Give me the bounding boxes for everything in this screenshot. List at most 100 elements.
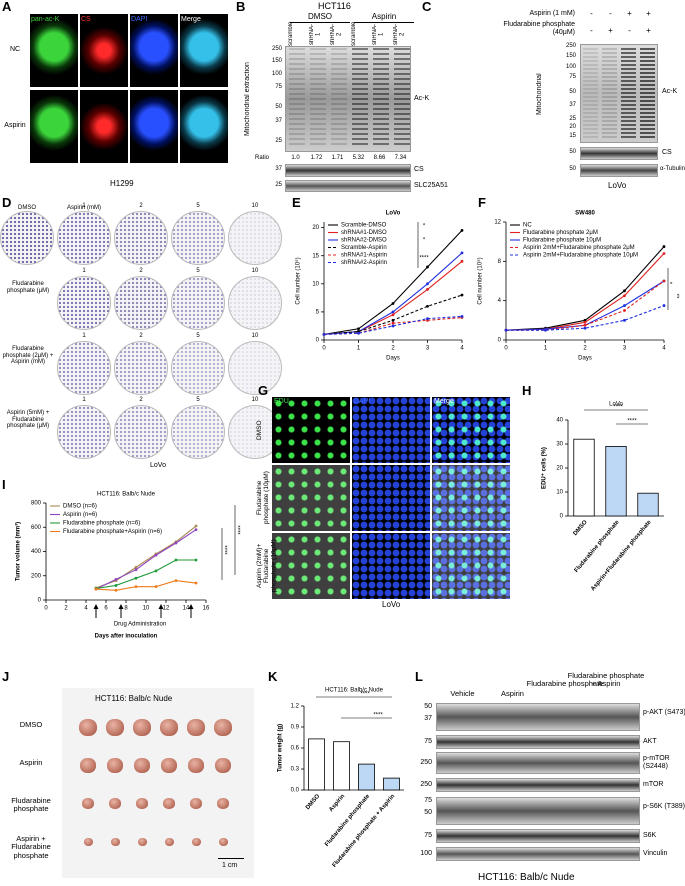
band-label: AKT — [643, 738, 657, 745]
x-tick-label: DMSO — [573, 519, 589, 537]
colony-plate — [114, 405, 168, 459]
legend-label: shRNA#1-DMSO — [341, 230, 387, 236]
stain-label: EDU — [274, 398, 289, 405]
sign: - — [609, 9, 612, 18]
significance: * — [671, 281, 677, 284]
band-label: p-mTOR (S2448) — [643, 755, 670, 770]
band-label: p-S6K (T389) — [643, 803, 685, 810]
micrograph — [272, 397, 350, 463]
legend-label: shRNA#2-Aspirin — [341, 260, 387, 266]
x-tick-label: 3 — [623, 346, 627, 352]
lane-smear — [640, 48, 655, 140]
band-label: mTOR — [643, 781, 664, 788]
blot — [436, 778, 640, 792]
x-axis-label: Days — [386, 356, 400, 362]
blot — [436, 735, 640, 749]
data-point — [194, 528, 198, 532]
data-point — [391, 302, 395, 305]
data-point — [623, 304, 626, 307]
sign: + — [608, 26, 613, 35]
y-axis-label: Cell number (10⁵) — [477, 257, 484, 304]
group-label: Aspirin — [354, 12, 414, 23]
x-tick-label: 8 — [124, 606, 128, 612]
blot — [285, 180, 411, 192]
mw-marker: 150 — [271, 58, 282, 64]
band-label: CS — [414, 166, 424, 173]
dose-label: 10 — [251, 268, 259, 274]
legend-label: shRNA#2-DMSO — [341, 238, 387, 244]
group-label: DMSO — [290, 12, 350, 23]
data-point — [583, 320, 587, 324]
data-point — [114, 588, 118, 592]
chart-title: HCT116: Balb/c Nude — [97, 492, 156, 498]
sign: - — [628, 26, 631, 35]
data-point — [623, 289, 626, 293]
mw-marker: 20 — [569, 124, 576, 130]
x-tick-label: Aspirin+Fludarabine phosphate — [590, 519, 653, 592]
tumor — [136, 798, 148, 810]
panel-label: K — [268, 669, 278, 684]
tumor — [164, 837, 174, 847]
colony-plate — [57, 341, 111, 395]
blot — [285, 164, 411, 177]
cell-line: LoVo — [382, 600, 401, 609]
micrograph — [272, 533, 350, 599]
data-point — [662, 304, 666, 307]
mw-marker: 37 — [275, 166, 282, 172]
mw-marker: 250 — [271, 46, 282, 52]
data-point — [154, 553, 158, 557]
micrograph — [30, 90, 78, 163]
y-axis-label: Cell number (10⁵) — [295, 257, 302, 304]
colony-plate — [228, 211, 282, 265]
data-point — [544, 328, 547, 332]
data-point — [322, 332, 326, 336]
series-line — [505, 253, 665, 331]
cell-line: LoVo — [150, 462, 166, 469]
mw-marker: 37 — [569, 102, 576, 108]
y-tick-label: 10 — [556, 490, 563, 496]
data-point — [134, 576, 138, 580]
legend-label: DMSO (n=6) — [63, 504, 97, 510]
row-label: Aspirin — [19, 758, 43, 767]
data-point — [426, 288, 429, 291]
x-tick-label: 2 — [583, 346, 587, 352]
lane-smear — [602, 48, 617, 140]
series-line — [95, 559, 196, 590]
tumor — [109, 798, 121, 810]
x-tick-label: 6 — [104, 606, 108, 612]
data-point — [194, 558, 198, 562]
x-tick-label: 0 — [322, 346, 326, 352]
series-line — [506, 305, 665, 331]
panel-label: L — [415, 669, 423, 684]
data-point — [94, 587, 98, 591]
band-label: S6K — [643, 832, 657, 839]
x-tick-label: 16 — [203, 606, 210, 612]
band-label: CS — [662, 149, 672, 156]
tumor — [218, 837, 228, 847]
mw-marker: 25 — [569, 116, 576, 122]
data-point — [357, 331, 360, 335]
data-point — [662, 252, 666, 255]
data-point — [154, 585, 158, 589]
stain-label: pan-ac-K — [31, 16, 60, 23]
data-point — [194, 524, 198, 528]
ratio-value: 1.0 — [291, 155, 300, 161]
data-point — [583, 318, 587, 322]
data-point — [460, 229, 464, 232]
dose-label: 5 — [196, 268, 200, 274]
data-point — [426, 317, 429, 321]
lane-smear — [331, 48, 347, 148]
data-point — [134, 568, 138, 572]
mw-marker: 50 — [424, 703, 432, 710]
bar — [383, 777, 400, 791]
panel-label: J — [2, 669, 10, 684]
significance: **** — [419, 256, 429, 262]
ratio-value: 1.71 — [331, 155, 344, 161]
mw-marker: 250 — [420, 759, 432, 766]
mw-marker: 100 — [271, 71, 282, 77]
treatment-label: Aspirin (1 mM) — [529, 10, 575, 17]
y-tick-label: 10 — [312, 281, 319, 287]
panel-label: D — [2, 195, 12, 210]
treatment-label: Fludarabine phosphate (40μM) — [503, 21, 575, 36]
